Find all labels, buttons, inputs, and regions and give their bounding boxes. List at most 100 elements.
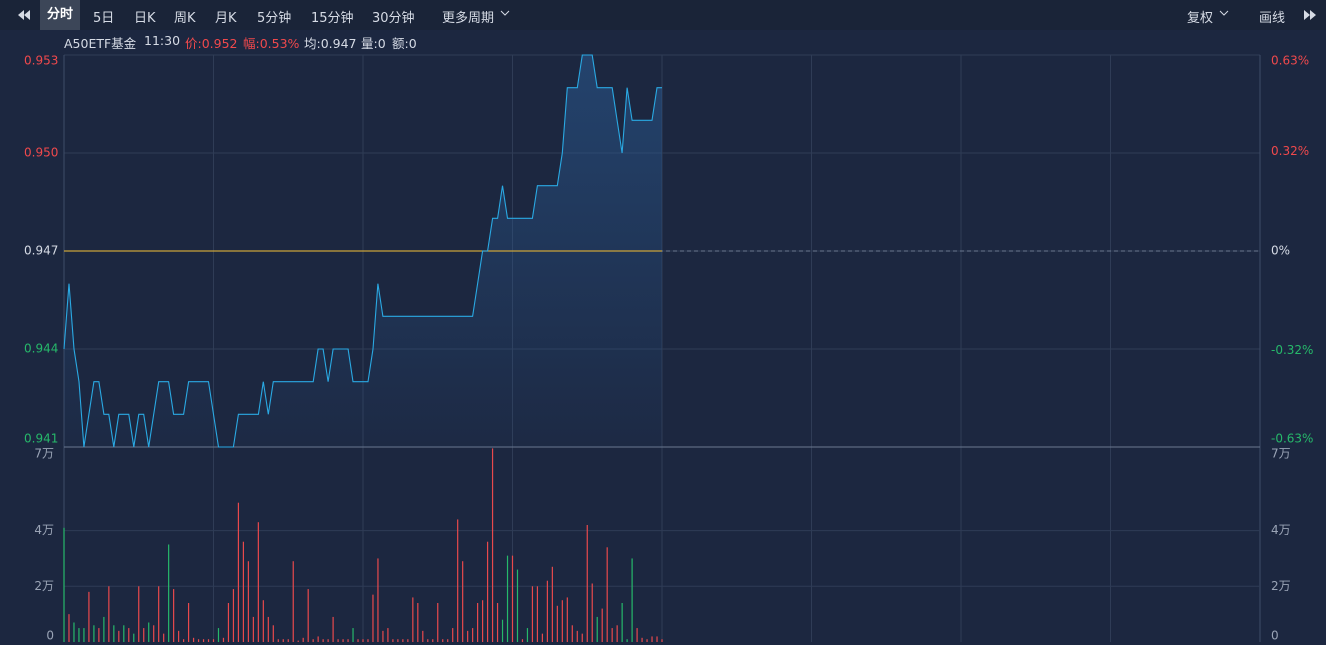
volume-bar: [252, 616, 254, 642]
draw-button[interactable]: 画线: [1259, 11, 1286, 26]
volume-bar: [128, 628, 130, 642]
average: 均:0.947: [304, 36, 357, 51]
toolbar: 分时 5日 日K 周K 月K 5分钟 15分钟 30分钟 更多周期 复权 画线: [0, 0, 1326, 30]
volume-bar: [432, 639, 434, 642]
volume-bar: [407, 639, 409, 642]
volume-bar: [148, 622, 150, 642]
volume-bar: [402, 639, 404, 642]
change: 幅:0.53%: [243, 36, 300, 51]
volume-bar: [113, 625, 115, 642]
y-tick-label: 0: [46, 629, 54, 643]
volume-bar: [467, 630, 469, 642]
volume-bar: [561, 600, 563, 642]
volume-bar: [656, 636, 658, 642]
volume-bar: [462, 561, 464, 642]
volume-bar: [491, 448, 494, 642]
price-line: [63, 54, 662, 448]
volume-bar: [576, 630, 578, 642]
volume-bar: [187, 603, 190, 642]
y-tick-label: 0.947: [24, 244, 58, 258]
y-tick-label: 0.950: [24, 146, 58, 160]
volume-bar: [546, 580, 548, 642]
volume-bar: [332, 616, 334, 642]
volume-bar: [312, 639, 314, 642]
volume-bar: [287, 639, 289, 642]
volume-bar: [372, 594, 374, 642]
volume-bar: [616, 625, 618, 642]
volume-bar: [452, 628, 454, 642]
volume-bar: [227, 603, 230, 642]
volume-bar: [641, 637, 643, 642]
volume-bar: [352, 628, 354, 642]
volume-bar: [531, 586, 534, 642]
volume-bar: [362, 639, 364, 642]
volume: 量:0: [361, 36, 386, 51]
volume-bar: [601, 608, 603, 642]
volume-bar: [486, 541, 489, 642]
amount: 额:0: [392, 36, 417, 51]
y2-tick-label: 2万: [1271, 579, 1291, 593]
more-periods[interactable]: 更多周期: [442, 11, 495, 26]
volume-bar: [581, 633, 583, 642]
volume-bar: [347, 639, 349, 642]
volume-bar: [442, 639, 444, 642]
y2-tick-label: 0%: [1271, 244, 1290, 258]
volume-bar: [472, 628, 474, 642]
y2-tick-label: 0: [1271, 629, 1279, 643]
volume-bar: [591, 583, 593, 642]
volume-bar: [571, 625, 573, 642]
volume-bar: [556, 605, 558, 642]
volume-bar: [586, 525, 588, 642]
volume-bar: [103, 616, 105, 642]
volume-bar: [516, 569, 519, 642]
volume-bar: [417, 603, 419, 642]
tab[interactable]: 15分钟: [311, 11, 354, 26]
volume-bar: [636, 628, 638, 642]
volume-bar: [427, 639, 429, 642]
tab[interactable]: 周K: [174, 11, 196, 26]
volume-bar: [317, 636, 319, 642]
y2-tick-label: -0.32%: [1271, 343, 1313, 357]
volume-bar: [178, 630, 180, 642]
volume-bar: [482, 600, 484, 642]
chevron: [500, 10, 510, 16]
price-area: [64, 55, 662, 447]
volume-bar: [207, 639, 210, 642]
tab[interactable]: 5分钟: [257, 11, 292, 26]
next-button[interactable]: [1300, 0, 1320, 30]
y2-tick-label: 0.32%: [1271, 144, 1309, 158]
volume-bar: [202, 639, 205, 642]
tab[interactable]: 5日: [93, 11, 115, 26]
volume-bar: [457, 519, 459, 642]
y-tick-label: 0.944: [24, 342, 58, 356]
volume-bar: [212, 639, 215, 642]
volume-bar: [183, 639, 185, 642]
tab[interactable]: 分时: [40, 0, 81, 30]
volume-bar: [138, 586, 140, 642]
y2-tick-label: 4万: [1271, 523, 1291, 537]
volume-bar: [153, 625, 155, 642]
volume-bar: [511, 555, 514, 642]
adjust-menu[interactable]: 复权: [1187, 11, 1214, 26]
volume-bar: [307, 589, 309, 642]
tab[interactable]: 月K: [215, 11, 237, 26]
volume-bar: [267, 616, 269, 642]
y-tick-label: 7万: [34, 447, 54, 461]
volume-bar: [197, 639, 200, 642]
volume-bar: [536, 586, 539, 642]
volume-bar: [88, 591, 90, 642]
volume-bar: [322, 639, 324, 642]
volume-bar: [158, 586, 160, 642]
volume-bar: [123, 625, 125, 642]
volume-bar: [526, 628, 529, 642]
volume-bar: [302, 637, 304, 642]
tab[interactable]: 日K: [134, 11, 156, 26]
prev-button[interactable]: [14, 0, 34, 30]
security-name: A50ETF基金: [64, 36, 137, 51]
volume-bar: [477, 603, 479, 642]
volume-bar: [392, 639, 394, 642]
volume-bar: [168, 544, 170, 642]
volume-bar: [78, 628, 80, 642]
tab[interactable]: 30分钟: [372, 11, 415, 26]
